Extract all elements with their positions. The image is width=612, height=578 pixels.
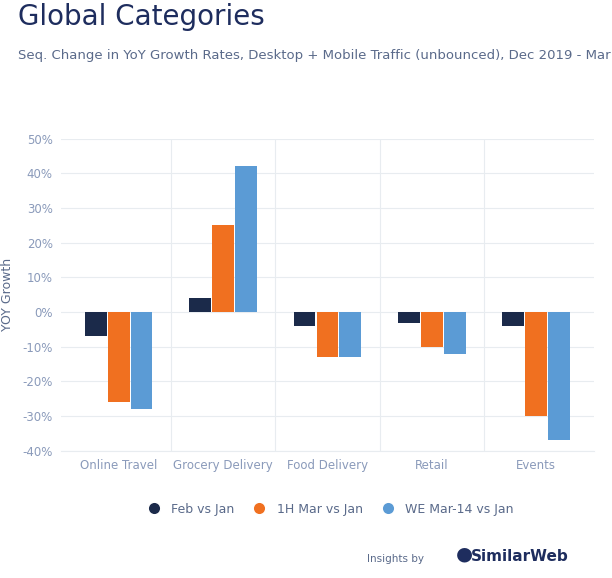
Bar	[131, 312, 152, 409]
Bar	[189, 298, 211, 312]
Bar	[548, 312, 570, 440]
Legend: Feb vs Jan, 1H Mar vs Jan, WE Mar-14 vs Jan: Feb vs Jan, 1H Mar vs Jan, WE Mar-14 vs …	[136, 498, 519, 521]
Text: ●: ●	[456, 544, 473, 564]
Bar	[212, 225, 234, 312]
Bar	[398, 312, 420, 323]
Y-axis label: YOY Growth: YOY Growth	[1, 258, 14, 331]
Bar	[294, 312, 315, 326]
Text: SimilarWeb: SimilarWeb	[471, 549, 569, 564]
Text: Insights by: Insights by	[367, 554, 424, 564]
Bar	[421, 312, 442, 347]
Bar	[525, 312, 547, 416]
Bar	[444, 312, 466, 354]
Bar	[340, 312, 361, 357]
Bar	[108, 312, 130, 402]
Text: Global Categories: Global Categories	[18, 3, 265, 31]
Bar	[502, 312, 524, 326]
Bar	[316, 312, 338, 357]
Text: Seq. Change in YoY Growth Rates, Desktop + Mobile Traffic (unbounced), Dec 2019 : Seq. Change in YoY Growth Rates, Desktop…	[18, 49, 612, 62]
Bar	[84, 312, 106, 336]
Bar	[235, 166, 257, 312]
